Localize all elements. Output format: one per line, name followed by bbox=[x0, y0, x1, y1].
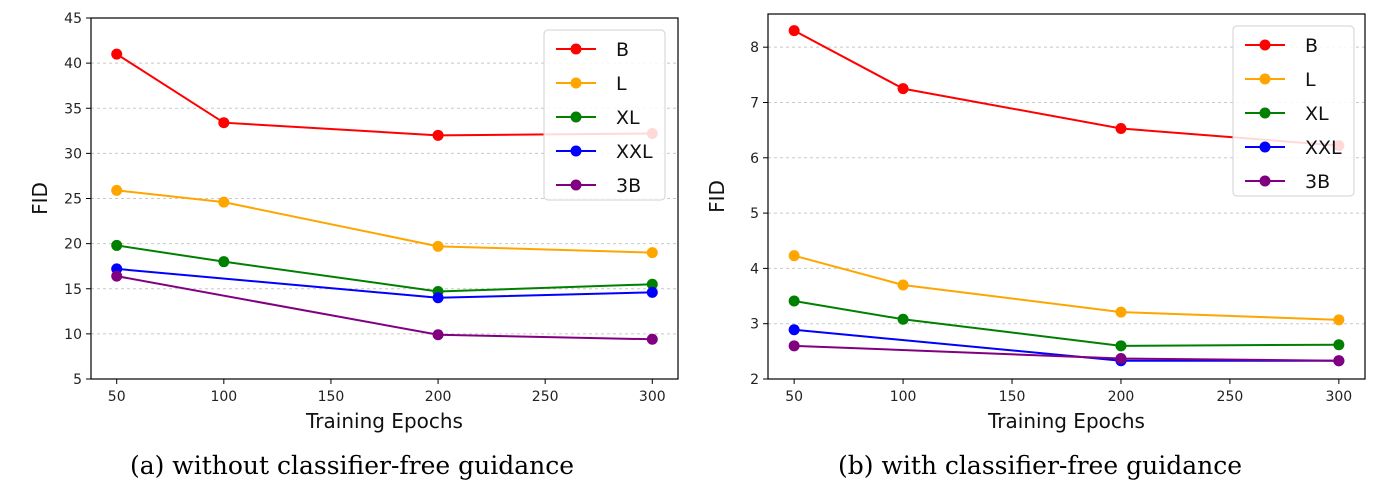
legend-label-xxl: XXL bbox=[616, 141, 653, 163]
data-point-b bbox=[218, 117, 230, 129]
y-tick-label: 6 bbox=[750, 151, 759, 167]
y-tick-label: 30 bbox=[64, 146, 82, 162]
series-line-b bbox=[793, 29, 1339, 147]
x-tick-label: 250 bbox=[1217, 389, 1244, 405]
legend-label-b: B bbox=[1305, 35, 1318, 57]
legend-label-xl: XL bbox=[616, 107, 640, 129]
y-tick-label: 4 bbox=[750, 261, 759, 277]
y-tick-label: 20 bbox=[64, 237, 82, 253]
data-point-xl bbox=[646, 278, 658, 290]
y-tick-label: 10 bbox=[64, 327, 82, 343]
y-axis-title: FID bbox=[705, 180, 729, 213]
data-point-xl bbox=[897, 313, 909, 325]
x-axis-title: Training Epochs bbox=[987, 409, 1145, 433]
series-line-l bbox=[793, 254, 1339, 321]
y-tick-label: 35 bbox=[64, 101, 82, 117]
chart-with-guidance: 2 3 4 5 6 7 8 50 100 150 200 250 300 Training Epochs F… bbox=[705, 13, 1366, 480]
legend-label-3b: 3B bbox=[616, 175, 641, 197]
legend: BL XL XXL 3B bbox=[1232, 25, 1355, 197]
y-tick-label: 8 bbox=[750, 40, 759, 56]
legend-swatch-marker bbox=[570, 179, 582, 191]
data-point-3b bbox=[788, 340, 800, 352]
data-point-xl bbox=[1333, 339, 1345, 351]
x-tick-label: 150 bbox=[318, 389, 345, 405]
legend-label-xl: XL bbox=[1305, 103, 1329, 125]
legend-label-l: L bbox=[1305, 69, 1316, 91]
data-point-3b bbox=[432, 329, 444, 341]
series-line-xl bbox=[116, 244, 653, 293]
legend: BL XL XXL 3B bbox=[543, 29, 666, 201]
data-point-xl bbox=[788, 295, 800, 307]
x-tick-label: 250 bbox=[532, 389, 559, 405]
legend-swatch-marker bbox=[570, 145, 582, 157]
legend-label-b: B bbox=[616, 39, 629, 61]
y-tick-label: 2 bbox=[750, 372, 759, 388]
x-tick-label: 50 bbox=[108, 389, 126, 405]
x-tick-label: 200 bbox=[1108, 389, 1135, 405]
data-point-l bbox=[111, 184, 123, 196]
data-point-xxl bbox=[432, 292, 444, 304]
legend-swatch-marker bbox=[1259, 107, 1271, 119]
y-tick-label: 25 bbox=[64, 192, 82, 208]
series-line-3b bbox=[794, 344, 1339, 362]
data-point-b bbox=[111, 48, 123, 60]
data-point-b bbox=[1115, 122, 1127, 134]
data-point-xl bbox=[1115, 340, 1127, 352]
data-point-xxl bbox=[646, 286, 658, 298]
y-tick-label: 5 bbox=[73, 372, 82, 388]
data-point-l bbox=[218, 196, 230, 208]
series-line-3b bbox=[116, 275, 653, 341]
data-point-l bbox=[1115, 306, 1127, 318]
x-tick-label: 200 bbox=[425, 389, 452, 405]
y-tick-label: 3 bbox=[750, 317, 759, 333]
series-line-xl bbox=[793, 300, 1339, 347]
data-point-b bbox=[432, 129, 444, 141]
chart-caption: (b) with classifier-free guidance bbox=[838, 451, 1242, 480]
chart-without-guidance: 5 10 15 20 25 30 35 40 45 50 100 150 200 250 300 Traini… bbox=[28, 11, 679, 480]
y-tick-label: 7 bbox=[750, 95, 759, 111]
legend-label-l: L bbox=[616, 73, 627, 95]
data-point-xxl bbox=[788, 324, 800, 336]
data-point-xl bbox=[111, 239, 123, 251]
y-tick-label: 15 bbox=[64, 282, 82, 298]
data-point-3b bbox=[1333, 355, 1345, 367]
legend-box bbox=[543, 29, 666, 201]
data-point-b bbox=[788, 25, 800, 37]
chart-caption: (a) without classifier-free guidance bbox=[130, 451, 574, 480]
legend-swatch-marker bbox=[1259, 141, 1271, 153]
data-point-3b bbox=[1115, 353, 1127, 365]
y-axis-title: FID bbox=[28, 182, 52, 215]
legend-label-3b: 3B bbox=[1305, 171, 1330, 193]
y-tick-label: 40 bbox=[64, 56, 82, 72]
legend-swatch-marker bbox=[1259, 175, 1271, 187]
x-tick-label: 300 bbox=[639, 389, 666, 405]
data-point-l bbox=[897, 279, 909, 291]
plot-frame bbox=[767, 13, 1366, 380]
data-point-l bbox=[432, 240, 444, 252]
series-line-l bbox=[116, 189, 653, 254]
x-axis-title: Training Epochs bbox=[305, 409, 463, 433]
legend-swatch-marker bbox=[570, 77, 582, 89]
data-point-l bbox=[646, 247, 658, 259]
data-point-3b bbox=[111, 270, 123, 282]
x-tick-label: 100 bbox=[890, 389, 917, 405]
y-tick-label: 45 bbox=[64, 11, 82, 27]
legend-swatch-marker bbox=[1259, 73, 1271, 85]
x-tick-label: 50 bbox=[785, 389, 803, 405]
x-tick-label: 100 bbox=[210, 389, 237, 405]
data-point-b bbox=[897, 83, 909, 95]
x-tick-label: 150 bbox=[999, 389, 1026, 405]
legend-swatch-marker bbox=[570, 43, 582, 55]
data-point-l bbox=[788, 250, 800, 262]
legend-swatch-marker bbox=[1259, 39, 1271, 51]
data-point-xl bbox=[218, 256, 230, 268]
data-point-3b bbox=[646, 333, 658, 345]
legend-swatch-marker bbox=[570, 111, 582, 123]
legend-box bbox=[1232, 25, 1355, 197]
data-point-l bbox=[1333, 314, 1345, 326]
x-tick-label: 300 bbox=[1325, 389, 1352, 405]
y-tick-label: 5 bbox=[750, 206, 759, 222]
legend-label-xxl: XXL bbox=[1305, 137, 1342, 159]
